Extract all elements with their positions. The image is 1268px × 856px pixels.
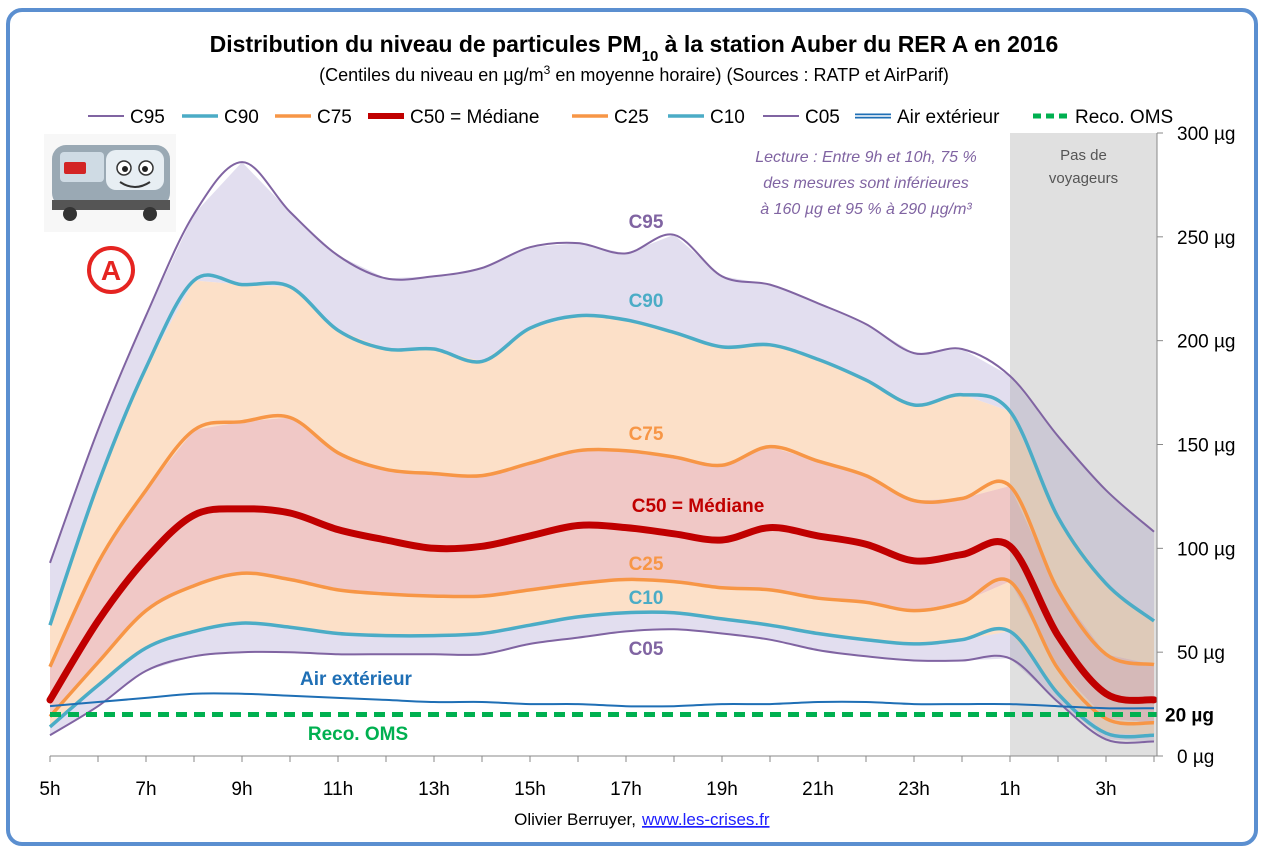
legend-item: C75 xyxy=(317,107,352,128)
y-tick-label: 100 µg xyxy=(1177,539,1236,560)
x-tick-label: 9h xyxy=(231,779,252,800)
y-tick-label: 250 µg xyxy=(1177,228,1236,249)
series-label: C10 xyxy=(629,588,664,609)
legend-item: C90 xyxy=(224,107,259,128)
no-passenger-label-2: voyageurs xyxy=(1049,170,1118,187)
series-line-c25 xyxy=(48,571,1155,726)
y-tick-label: 150 µg xyxy=(1177,436,1236,457)
series-label: C90 xyxy=(629,291,664,312)
legend-item: Reco. OMS xyxy=(1075,107,1173,128)
no-passenger-label-1: Pas de xyxy=(1060,147,1107,164)
x-tick-label: 17h xyxy=(610,779,642,800)
series-line-c90 xyxy=(48,273,1156,626)
band-c90-c75 xyxy=(50,280,1154,667)
rer-a-badge: A xyxy=(87,246,135,294)
x-tick-label: 23h xyxy=(898,779,930,800)
chart-title: Distribution du niveau de particules PM1… xyxy=(210,31,1059,65)
x-tick-label: 19h xyxy=(706,779,738,800)
series-line-c05 xyxy=(49,628,1155,744)
legend-item: C95 xyxy=(130,107,165,128)
no-passenger-region xyxy=(1010,133,1157,756)
y-highlight-label: 20 µg xyxy=(1165,705,1214,726)
y-tick-label: 50 µg xyxy=(1177,643,1225,664)
series-line-c10 xyxy=(48,610,1155,739)
annotation-line-3: à 160 µg et 95 % à 290 µg/m³ xyxy=(760,201,972,218)
x-tick-label: 7h xyxy=(135,779,156,800)
series-label: Reco. OMS xyxy=(308,724,408,745)
chart-subtitle: (Centiles du niveau en µg/m3 en moyenne … xyxy=(319,63,949,85)
footer-author: Olivier Berruyer, xyxy=(514,810,636,829)
series-label: Air extérieur xyxy=(300,669,413,690)
series-label: C50 = Médiane xyxy=(632,496,765,517)
x-tick-label: 13h xyxy=(418,779,450,800)
svg-text:A: A xyxy=(101,255,121,286)
series-line-air-ext-rieur xyxy=(49,692,1155,710)
legend: C95 C90 C75 C50 = Médiane C25 C10 C05 Air extér… xyxy=(88,107,1173,128)
legend-item: C25 xyxy=(614,107,649,128)
series-label: C75 xyxy=(629,424,664,445)
x-tick-label: 5h xyxy=(39,779,60,800)
legend-item: C05 xyxy=(805,107,840,128)
series-label: C05 xyxy=(629,639,664,660)
series-line-c95 xyxy=(49,161,1155,564)
series-line-c50 xyxy=(46,505,1158,704)
x-tick-label: 21h xyxy=(802,779,834,800)
x-tick-label: 1h xyxy=(999,779,1020,800)
series-line-c75 xyxy=(48,413,1155,668)
band-c95-c90 xyxy=(50,162,1154,626)
band-c10-c05 xyxy=(50,612,1154,742)
band-c75-c25 xyxy=(50,417,1154,723)
series-label: C95 xyxy=(629,212,664,233)
y-tick-label: 200 µg xyxy=(1177,332,1236,353)
legend-item: C10 xyxy=(710,107,745,128)
x-tick-label: 3h xyxy=(1095,779,1116,800)
x-tick-label: 15h xyxy=(514,779,546,800)
footer-link[interactable]: www.les-crises.fr xyxy=(641,810,770,829)
legend-item: C50 = Médiane xyxy=(410,107,539,128)
annotation-line-1: Lecture : Entre 9h et 10h, 75 % xyxy=(755,149,976,166)
x-tick-label: 11h xyxy=(323,779,353,800)
legend-item: Air extérieur xyxy=(897,107,1000,128)
train-icon xyxy=(44,134,176,232)
annotation-line-2: des mesures sont inférieures xyxy=(763,175,968,192)
plot-area: Pas de voyageurs 5h 7h 9h 11h 13h 15h 17h 19h 21h 2… xyxy=(39,124,1235,800)
y-tick-label: 300 µg xyxy=(1177,124,1236,145)
series-label: C25 xyxy=(629,554,664,575)
y-tick-label: 0 µg xyxy=(1177,747,1214,768)
band-c25-c10 xyxy=(50,573,1154,736)
